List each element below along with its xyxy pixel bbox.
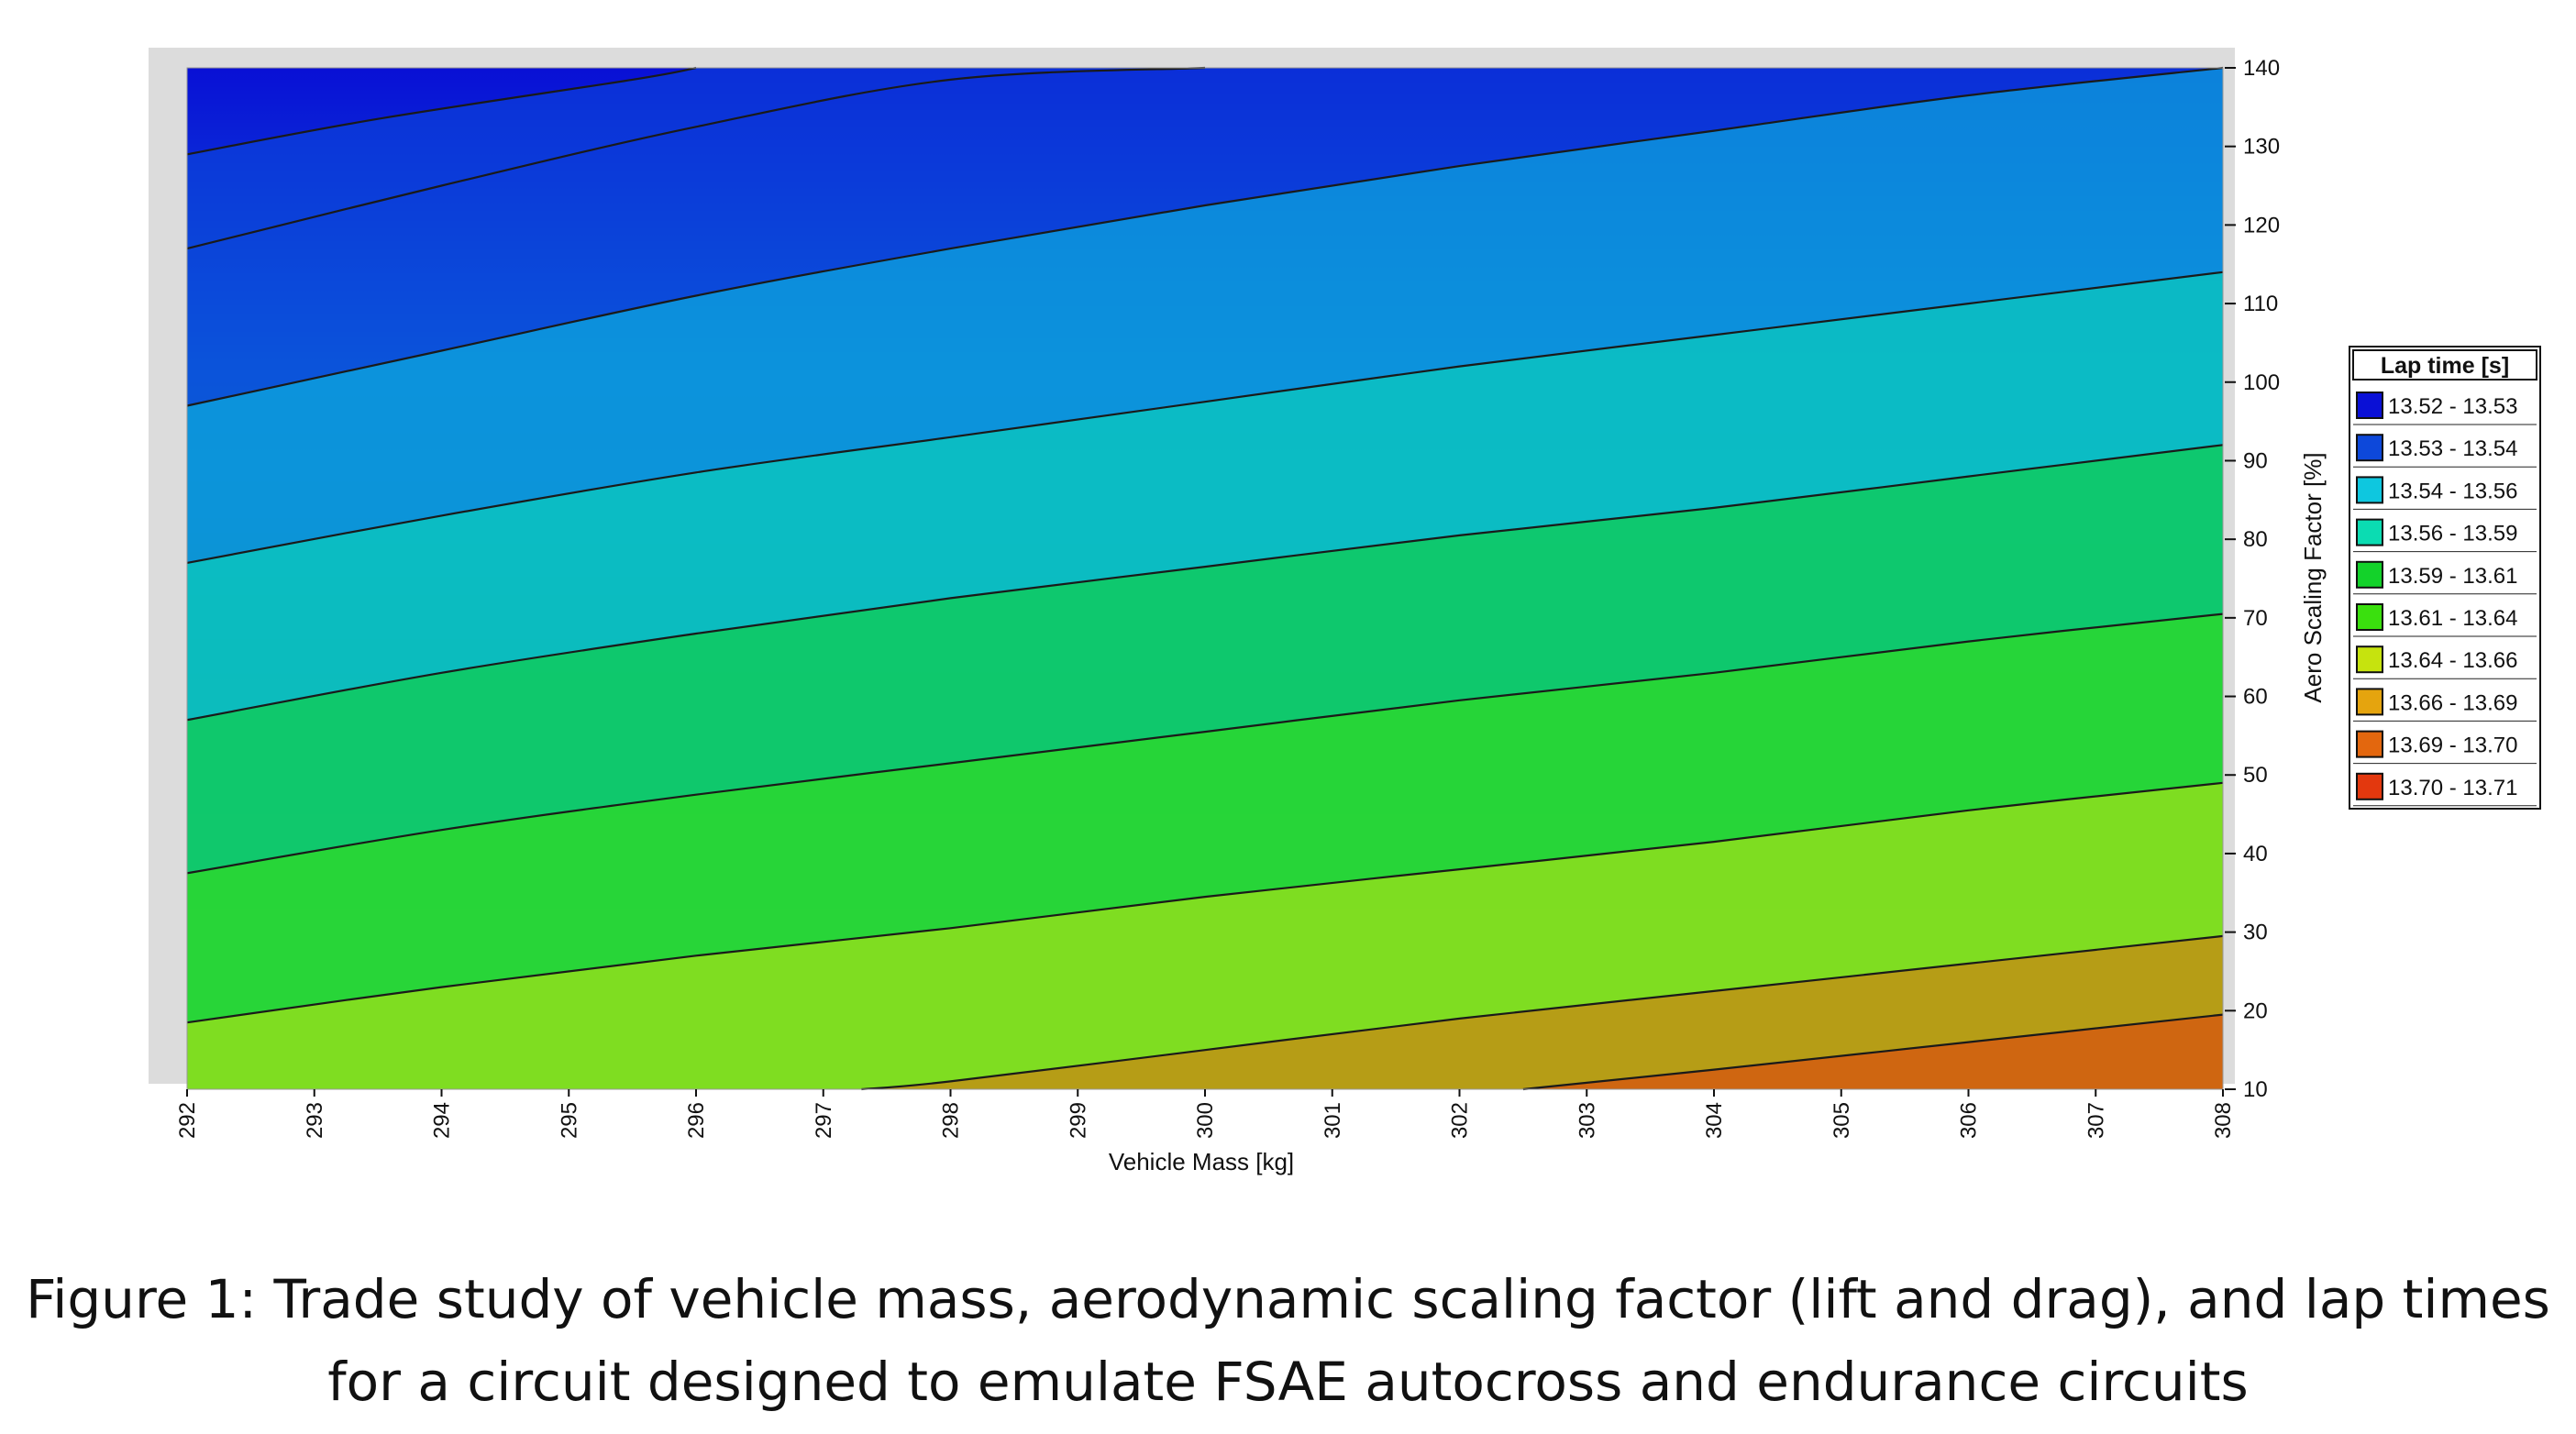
- contour-band: [187, 935, 2223, 1089]
- caption-line-1: Figure 1: Trade study of vehicle mass, a…: [26, 1268, 2550, 1330]
- x-tick-label: 294: [430, 1102, 455, 1139]
- y-axis-title: Aero Scaling Factor [%]: [2299, 452, 2327, 702]
- y-tick-label: 40: [2243, 842, 2268, 866]
- legend-label: 13.56 - 13.59: [2388, 522, 2517, 546]
- legend-label: 13.59 - 13.61: [2388, 564, 2517, 589]
- legend-label: 13.70 - 13.71: [2388, 776, 2517, 800]
- y-tick-label: 10: [2243, 1077, 2268, 1102]
- x-tick-label: 300: [1193, 1102, 1218, 1139]
- y-tick-label: 30: [2243, 921, 2268, 945]
- y-tick-label: 100: [2243, 370, 2280, 395]
- legend-swatch: [2356, 772, 2383, 800]
- legend-swatch: [2356, 688, 2383, 716]
- y-tick-label: 20: [2243, 998, 2268, 1023]
- x-tick-label: 298: [939, 1102, 964, 1139]
- legend-label: 13.64 - 13.66: [2388, 648, 2517, 673]
- x-tick-label: 299: [1066, 1102, 1090, 1139]
- legend-label: 13.66 - 13.69: [2388, 690, 2517, 715]
- y-axis: 10 20 30 40 50 60 70 80 90 100 110 120 130 140: [2225, 56, 2280, 1102]
- y-tick-label: 130: [2243, 135, 2280, 160]
- x-tick-label: 301: [1321, 1102, 1345, 1139]
- x-tick-label: 307: [2084, 1102, 2108, 1139]
- legend-label: 13.61 - 13.64: [2388, 606, 2517, 631]
- x-tick-label: 305: [1830, 1102, 1854, 1139]
- y-tick-label: 90: [2243, 448, 2268, 473]
- contour-bands: [187, 68, 2223, 1089]
- y-tick-label: 60: [2243, 685, 2268, 710]
- contour-chart: 292 293 294 295 296 297 298 299 300 301 302 303 304 3…: [149, 48, 2541, 1175]
- contour-line: [186, 612, 2224, 875]
- y-tick-label: 50: [2243, 763, 2268, 788]
- y-tick-label: 140: [2243, 56, 2280, 81]
- y-tick-label: 120: [2243, 213, 2280, 237]
- contour-line: [186, 66, 1206, 250]
- contour-line: [861, 934, 2224, 1091]
- x-tick-label: 292: [175, 1102, 200, 1139]
- legend-swatch: [2356, 392, 2383, 419]
- x-axis: 292 293 294 295 296 297 298 299 300 301 302 303 304 3…: [175, 1089, 2236, 1139]
- legend-title-box: [2352, 349, 2537, 381]
- legend: Lap time [s] 13.52 - 13.53 13.53 - 13.54 13…: [2349, 346, 2541, 810]
- x-tick-label: 303: [1575, 1102, 1599, 1139]
- x-tick-label: 296: [684, 1102, 709, 1139]
- x-tick-label: 295: [557, 1102, 581, 1139]
- legend-swatch: [2356, 603, 2383, 631]
- contour-line: [1522, 1013, 2224, 1091]
- legend-swatch: [2356, 518, 2383, 546]
- legend-title: Lap time [s]: [2381, 353, 2509, 379]
- x-tick-label: 302: [1448, 1102, 1473, 1139]
- contour-lines: [186, 66, 2224, 1091]
- legend-label: 13.69 - 13.70: [2388, 734, 2517, 758]
- figure-caption: Figure 1: Trade study of vehicle mass, a…: [0, 1258, 2576, 1423]
- contour-line: [186, 781, 2224, 1024]
- legend-swatch: [2356, 434, 2383, 462]
- legend-swatch: [2356, 560, 2383, 589]
- contour-line: [186, 270, 2224, 564]
- x-tick-label: 304: [1702, 1102, 1727, 1139]
- y-tick-label: 70: [2243, 606, 2268, 631]
- legend-label: 13.52 - 13.53: [2388, 394, 2517, 419]
- legend-swatch: [2356, 476, 2383, 504]
- x-axis-title: Vehicle Mass [kg]: [1109, 1148, 1294, 1175]
- legend-label: 13.53 - 13.54: [2388, 436, 2517, 461]
- legend-swatch: [2356, 645, 2383, 674]
- x-tick-label: 308: [2211, 1102, 2236, 1139]
- contour-line: [186, 66, 697, 156]
- x-tick-label: 293: [303, 1102, 327, 1139]
- y-tick-label: 110: [2243, 292, 2278, 316]
- legend-label: 13.54 - 13.56: [2388, 479, 2517, 503]
- x-tick-label: 306: [1957, 1102, 1982, 1139]
- y-tick-label: 80: [2243, 527, 2268, 552]
- contour-line: [186, 444, 2224, 722]
- contour-line: [186, 66, 2224, 407]
- caption-line-2: for a circuit designed to emulate FSAE a…: [327, 1351, 2249, 1413]
- x-tick-label: 297: [812, 1102, 836, 1139]
- legend-swatch: [2356, 730, 2383, 758]
